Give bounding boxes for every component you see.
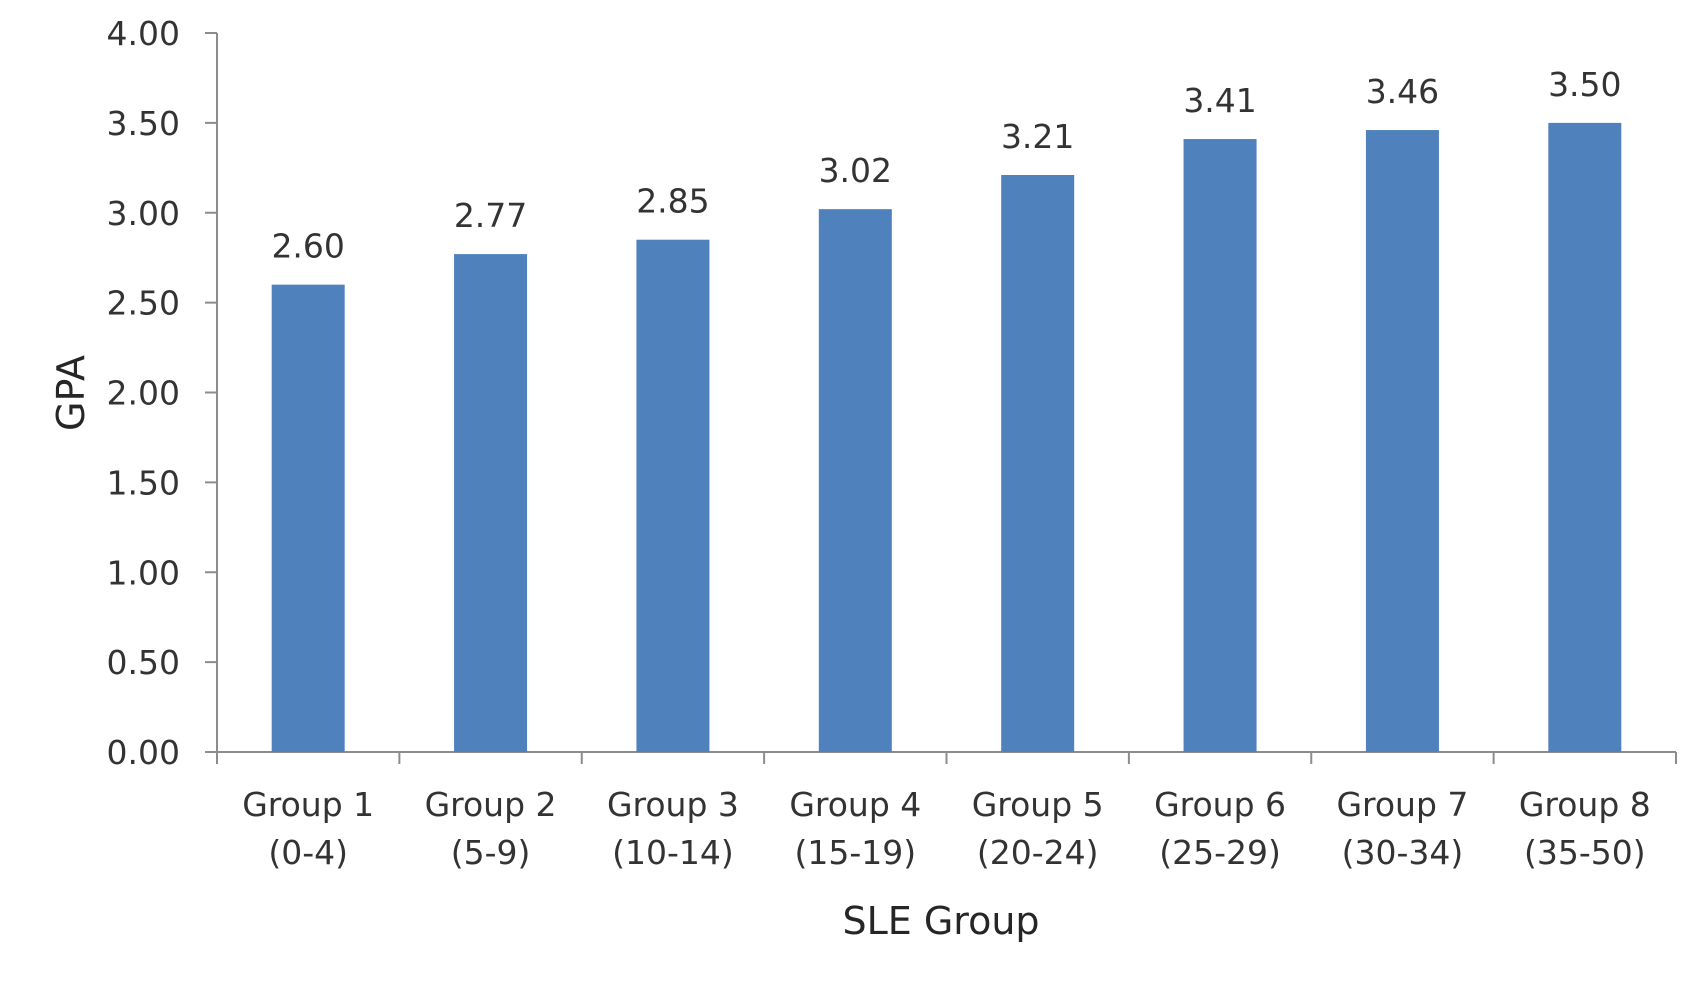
x-axis: Group 1 (0-4) Group 2 (5-9) Group 3 (10-14) Gr… <box>216 751 1677 872</box>
x-tick-label: Group 7 <box>1336 785 1468 824</box>
bar <box>1001 175 1075 752</box>
x-tick-label-range: (0-4) <box>268 833 348 872</box>
y-tick-label: 4.00 <box>107 14 180 53</box>
y-tick-label: 3.00 <box>107 194 180 233</box>
y-tick-label: 2.00 <box>107 374 180 413</box>
y-tick-label: 1.50 <box>107 463 180 502</box>
data-labels: 2.60 2.77 2.85 3.02 3.21 3.41 3.46 3.50 <box>271 65 1621 266</box>
x-tick-label: Group 4 <box>789 785 921 824</box>
y-tick-label: 0.00 <box>107 733 180 772</box>
y-axis-title: GPA <box>49 355 93 431</box>
x-tick-label-range: (20-24) <box>977 833 1099 872</box>
bar <box>636 239 710 752</box>
bar-value-label: 3.46 <box>1366 72 1439 111</box>
bar-value-label: 3.02 <box>819 151 892 190</box>
x-tick-label-range: (35-50) <box>1524 833 1646 872</box>
x-tick-label: Group 5 <box>972 785 1104 824</box>
y-axis: 0.00 0.50 1.00 1.50 2.00 2.50 3.00 3.50 4.00 <box>107 14 218 772</box>
x-tick-label-range: (15-19) <box>794 833 916 872</box>
bar <box>1183 139 1257 753</box>
bar <box>1365 130 1439 752</box>
x-tick-label-range: (5-9) <box>451 833 531 872</box>
bar <box>818 209 892 752</box>
x-tick-label: Group 1 <box>242 785 374 824</box>
x-tick-label: Group 6 <box>1154 785 1286 824</box>
bar <box>454 254 528 752</box>
x-tick-label: Group 2 <box>425 785 557 824</box>
bar-value-label: 3.21 <box>1001 117 1074 156</box>
bar-value-label: 3.41 <box>1183 81 1256 120</box>
y-tick-label: 0.50 <box>107 643 180 682</box>
bar <box>271 284 345 752</box>
y-tick-label: 3.50 <box>107 104 180 143</box>
x-tick-label-range: (30-34) <box>1342 833 1464 872</box>
x-axis-title: SLE Group <box>842 899 1039 943</box>
y-tick-label: 2.50 <box>107 284 180 323</box>
bar-value-label: 3.50 <box>1548 65 1621 104</box>
bar-value-label: 2.85 <box>636 182 709 221</box>
y-tick-label: 1.00 <box>107 553 180 592</box>
bar-value-label: 2.77 <box>454 196 527 235</box>
x-tick-label-range: (25-29) <box>1159 833 1281 872</box>
bars <box>271 122 1622 753</box>
bar <box>1548 122 1622 752</box>
x-tick-label: Group 8 <box>1519 785 1651 824</box>
x-tick-label: Group 3 <box>607 785 739 824</box>
bar-value-label: 2.60 <box>271 227 344 266</box>
x-tick-label-range: (10-14) <box>612 833 734 872</box>
